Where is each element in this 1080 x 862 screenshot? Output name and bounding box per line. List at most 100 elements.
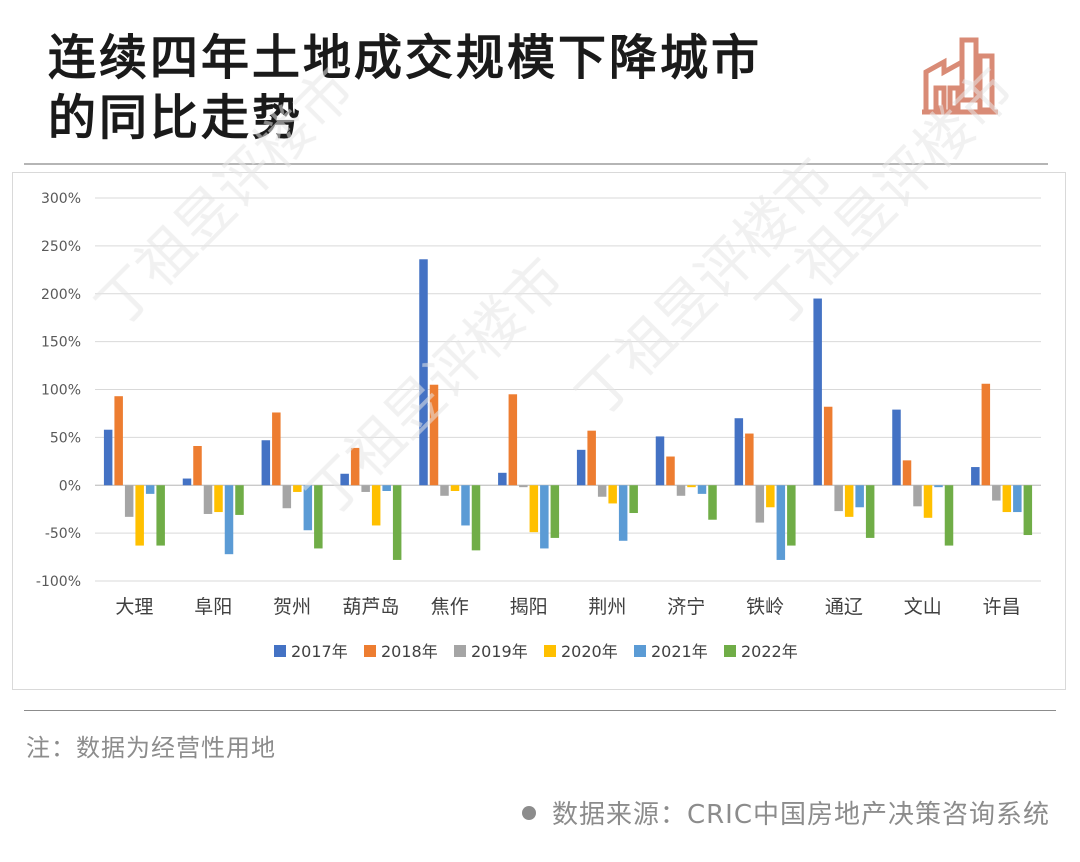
bar-6-5 — [629, 485, 638, 514]
x-tick-label: 贺州 — [273, 596, 311, 618]
bar-1-4 — [224, 485, 234, 555]
bar-5-4 — [540, 485, 549, 549]
bar-4-0 — [419, 259, 428, 486]
legend-swatch — [364, 645, 376, 657]
bottom-divider — [24, 710, 1056, 711]
bar-2-2 — [282, 485, 292, 509]
x-tick-label: 铁岭 — [746, 596, 784, 618]
legend-swatch — [454, 645, 466, 657]
bar-6-2 — [597, 485, 607, 497]
bar-4-5 — [471, 485, 481, 551]
bar-1-5 — [235, 485, 244, 515]
legend-swatch — [544, 645, 556, 657]
bar-2-1 — [272, 412, 281, 486]
bar-11-5 — [1023, 485, 1033, 536]
x-tick-label: 济宁 — [667, 596, 705, 618]
x-tick-label: 大理 — [115, 596, 153, 618]
bar-7-0 — [655, 436, 665, 486]
x-tick-label: 许昌 — [983, 596, 1021, 618]
y-tick-label: 250% — [41, 239, 81, 255]
bar-11-0 — [971, 467, 980, 486]
page-title: 连续四年土地成交规模下降城市 的同比走势 — [48, 28, 868, 148]
bar-11-2 — [992, 485, 1001, 501]
bar-0-1 — [114, 396, 123, 486]
bar-10-4 — [934, 485, 943, 488]
bar-9-0 — [813, 298, 822, 486]
bar-10-0 — [892, 409, 901, 486]
bar-6-1 — [587, 430, 596, 486]
legend-label: 2020年 — [561, 642, 618, 661]
source-text: 数据来源：CRIC中国房地产决策咨询系统 — [551, 800, 1050, 830]
bar-4-1 — [429, 384, 439, 486]
y-tick-label: -50% — [45, 526, 81, 542]
title-line-1: 连续四年土地成交规模下降城市 — [48, 30, 763, 86]
bar-8-1 — [745, 433, 754, 486]
y-tick-label: -100% — [36, 574, 81, 590]
bar-8-0 — [734, 418, 744, 486]
bar-6-0 — [576, 449, 586, 486]
y-tick-label: 50% — [50, 430, 81, 446]
bar-7-1 — [666, 456, 675, 486]
x-tick-label: 葫芦岛 — [342, 596, 399, 618]
x-tick-label: 通辽 — [825, 596, 863, 618]
bar-0-3 — [135, 485, 144, 546]
bar-10-2 — [913, 485, 922, 507]
bar-3-4 — [382, 485, 391, 491]
bar-3-1 — [350, 447, 360, 486]
bar-5-2 — [519, 485, 528, 488]
bar-8-4 — [776, 485, 786, 560]
bar-2-4 — [303, 485, 313, 531]
bar-3-0 — [340, 473, 349, 486]
y-tick-label: 200% — [41, 287, 81, 303]
bar-8-3 — [766, 485, 775, 508]
x-tick-label: 焦作 — [431, 596, 469, 618]
bar-6-3 — [608, 485, 617, 504]
bar-11-4 — [1013, 485, 1022, 513]
bar-0-2 — [124, 485, 134, 517]
top-divider — [24, 163, 1048, 165]
bar-4-2 — [440, 485, 449, 496]
legend-label: 2019年 — [471, 642, 528, 661]
bar-11-1 — [981, 383, 991, 486]
x-tick-label: 荆州 — [588, 596, 626, 618]
legend-label: 2017年 — [291, 642, 348, 661]
legend-swatch — [634, 645, 646, 657]
y-tick-label: 300% — [41, 191, 81, 207]
bar-7-3 — [687, 485, 696, 488]
bar-7-5 — [708, 485, 717, 520]
legend-label: 2022年 — [741, 642, 798, 661]
bar-0-5 — [156, 485, 165, 546]
bar-9-1 — [823, 406, 833, 486]
bar-8-5 — [787, 485, 796, 546]
legend-swatch — [274, 645, 286, 657]
bar-8-2 — [755, 485, 765, 523]
bar-3-2 — [361, 485, 370, 492]
bar-3-3 — [371, 485, 381, 526]
footnote: 注：数据为经营性用地 — [26, 734, 276, 762]
bar-7-4 — [697, 485, 707, 494]
x-tick-label: 文山 — [904, 596, 942, 618]
bar-10-1 — [902, 460, 912, 486]
bar-5-0 — [498, 472, 507, 486]
bar-chart: 300% 250% 200% 150% 100% 50% 0% -50% -100% 大理 阜阳 贺州… — [36, 191, 1041, 661]
bar-1-3 — [214, 485, 223, 513]
bar-2-3 — [293, 485, 302, 492]
bar-10-3 — [923, 485, 933, 518]
bar-7-2 — [676, 485, 686, 496]
bar-9-3 — [844, 485, 854, 517]
bar-1-1 — [193, 445, 202, 486]
bar-2-0 — [261, 440, 271, 486]
x-tick-label: 阜阳 — [194, 596, 232, 618]
bar-5-5 — [550, 485, 560, 538]
bar-4-3 — [450, 485, 460, 491]
bar-6-4 — [618, 485, 628, 541]
bar-5-1 — [508, 394, 518, 486]
bar-1-2 — [203, 485, 213, 514]
x-tick-label: 揭阳 — [510, 596, 548, 618]
bar-0-0 — [103, 429, 113, 486]
y-tick-label: 100% — [41, 383, 81, 399]
bar-9-5 — [865, 485, 875, 538]
bar-9-4 — [855, 485, 864, 508]
bar-11-3 — [1002, 485, 1012, 513]
bar-4-4 — [461, 485, 470, 526]
